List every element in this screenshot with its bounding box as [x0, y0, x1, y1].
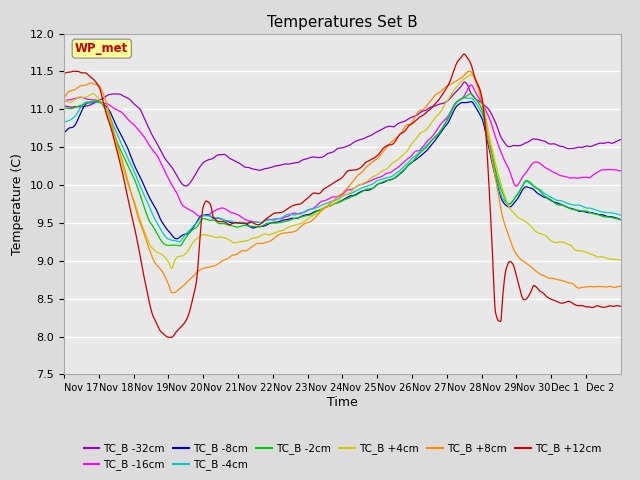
Line: TC_B -2cm: TC_B -2cm [64, 94, 621, 246]
TC_B +12cm [460, 51, 468, 57]
TC_B -2cm [170, 242, 178, 248]
TC_B -4cm [502, 200, 510, 206]
TC_B -2cm [467, 91, 474, 96]
Line: TC_B +12cm: TC_B +12cm [64, 54, 621, 337]
TC_B -16cm [184, 206, 191, 212]
Line: TC_B -8cm: TC_B -8cm [64, 102, 621, 239]
TC_B -8cm [173, 236, 180, 241]
TC_B -8cm [617, 217, 625, 223]
X-axis label: Time: Time [327, 396, 358, 409]
TC_B -16cm [246, 218, 254, 224]
TC_B +4cm [60, 98, 68, 104]
Text: WP_met: WP_met [75, 42, 129, 55]
TC_B -8cm [246, 224, 254, 230]
TC_B +4cm [429, 118, 437, 123]
TC_B -32cm [617, 137, 625, 143]
TC_B -2cm [552, 201, 559, 206]
TC_B -32cm [182, 183, 189, 189]
TC_B +8cm [429, 95, 437, 100]
TC_B -2cm [175, 243, 183, 249]
Line: TC_B -16cm: TC_B -16cm [64, 85, 621, 223]
TC_B -8cm [60, 130, 68, 135]
TC_B -2cm [184, 231, 192, 237]
TC_B +8cm [184, 278, 192, 284]
Y-axis label: Temperature (C): Temperature (C) [11, 153, 24, 255]
TC_B -32cm [502, 142, 510, 148]
TC_B +8cm [246, 245, 254, 251]
TC_B -32cm [60, 103, 68, 109]
TC_B -32cm [170, 168, 178, 174]
TC_B -8cm [502, 203, 510, 208]
TC_B -8cm [429, 140, 437, 146]
TC_B +12cm [60, 71, 68, 77]
TC_B +12cm [502, 266, 510, 272]
TC_B -16cm [552, 170, 559, 176]
Line: TC_B -32cm: TC_B -32cm [64, 82, 621, 186]
TC_B -2cm [246, 223, 254, 229]
TC_B -16cm [170, 186, 178, 192]
TC_B -8cm [184, 231, 192, 237]
TC_B +8cm [617, 283, 625, 289]
TC_B -16cm [429, 132, 437, 138]
TC_B +8cm [465, 69, 473, 74]
TC_B +8cm [552, 276, 559, 282]
TC_B -4cm [460, 95, 468, 101]
TC_B +12cm [552, 298, 559, 304]
TC_B -32cm [429, 104, 437, 109]
TC_B -32cm [246, 165, 254, 171]
TC_B -32cm [552, 141, 559, 147]
TC_B +12cm [617, 303, 625, 309]
TC_B +4cm [502, 197, 510, 203]
TC_B +12cm [184, 313, 192, 319]
TC_B -16cm [60, 98, 68, 104]
TC_B -16cm [467, 82, 475, 88]
Line: TC_B +4cm: TC_B +4cm [64, 75, 621, 268]
TC_B +8cm [169, 290, 177, 296]
Line: TC_B +8cm: TC_B +8cm [64, 72, 621, 293]
TC_B +4cm [246, 236, 254, 242]
TC_B -4cm [552, 197, 559, 203]
TC_B -4cm [617, 212, 625, 218]
TC_B -4cm [175, 239, 183, 245]
TC_B +8cm [60, 95, 68, 101]
Line: TC_B -4cm: TC_B -4cm [64, 98, 621, 242]
TC_B +4cm [168, 265, 175, 271]
Legend: TC_B -32cm, TC_B -16cm, TC_B -8cm, TC_B -4cm, TC_B -2cm, TC_B +4cm, TC_B +8cm, T: TC_B -32cm, TC_B -16cm, TC_B -8cm, TC_B … [79, 439, 605, 475]
TC_B -2cm [617, 217, 625, 223]
TC_B -4cm [60, 120, 68, 125]
TC_B -2cm [60, 106, 68, 111]
TC_B +4cm [617, 257, 625, 263]
TC_B -16cm [502, 161, 510, 167]
TC_B +12cm [171, 331, 179, 336]
TC_B -32cm [184, 182, 192, 188]
TC_B -4cm [184, 229, 192, 235]
TC_B +4cm [468, 72, 476, 78]
TC_B -16cm [617, 168, 625, 174]
TC_B +8cm [171, 289, 179, 295]
TC_B +4cm [552, 240, 559, 245]
TC_B +4cm [171, 258, 179, 264]
TC_B -4cm [170, 238, 178, 243]
TC_B +8cm [502, 226, 510, 232]
TC_B -2cm [429, 136, 437, 142]
TC_B -8cm [552, 200, 559, 205]
TC_B +4cm [184, 248, 192, 253]
TC_B +12cm [167, 335, 175, 340]
TC_B -8cm [468, 99, 476, 105]
TC_B -32cm [461, 79, 468, 85]
Title: Temperatures Set B: Temperatures Set B [267, 15, 418, 30]
TC_B -8cm [170, 235, 178, 241]
TC_B +12cm [429, 103, 437, 109]
TC_B -4cm [246, 220, 254, 226]
TC_B -16cm [257, 220, 265, 226]
TC_B -4cm [429, 136, 437, 142]
TC_B -2cm [502, 198, 510, 204]
TC_B +12cm [246, 219, 254, 225]
